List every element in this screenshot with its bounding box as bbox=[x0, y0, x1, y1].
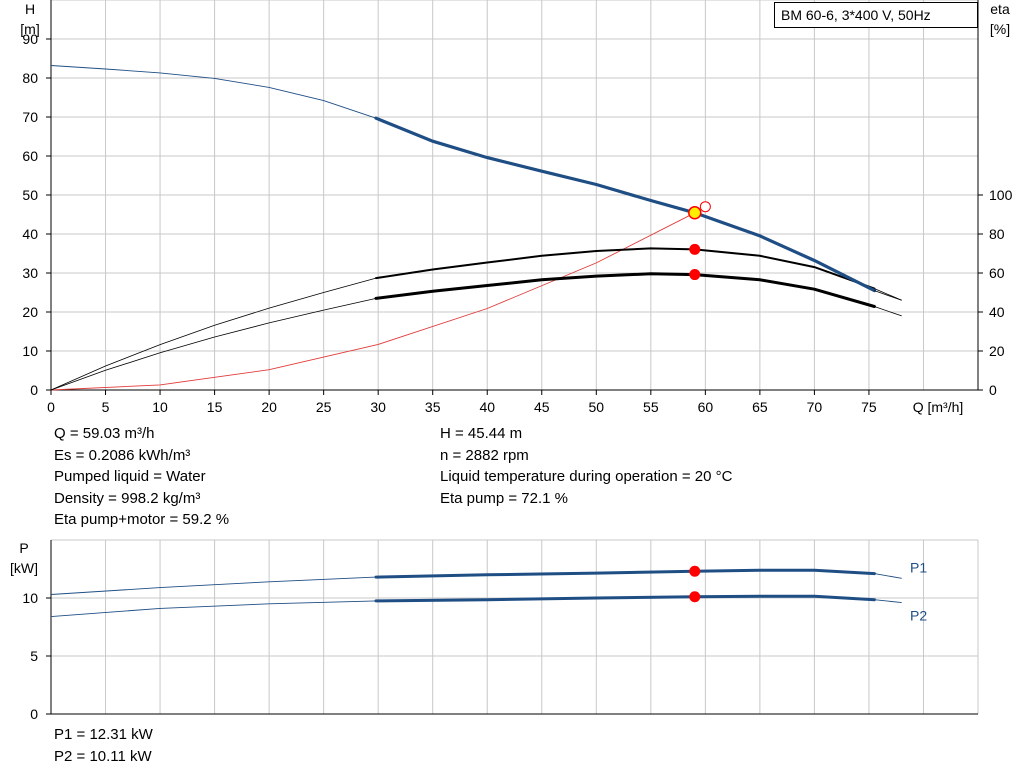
y-tick-label: 80 bbox=[22, 70, 38, 86]
x-tick-label: 15 bbox=[207, 399, 223, 415]
p2-series-label: P2 bbox=[910, 608, 927, 624]
y-tick-label: 50 bbox=[22, 187, 38, 203]
x-tick-label: 45 bbox=[534, 399, 550, 415]
y2-tick-label: 0 bbox=[989, 382, 997, 398]
x-tick-label: 10 bbox=[152, 399, 168, 415]
power-y-tick-label: 5 bbox=[30, 648, 38, 664]
chart-title-box: BM 60-6, 3*400 V, 50Hz bbox=[774, 2, 978, 28]
info-liquid: Pumped liquid = Water bbox=[54, 468, 206, 486]
chart-title: BM 60-6, 3*400 V, 50Hz bbox=[781, 7, 931, 23]
y-axis-label: H bbox=[25, 1, 35, 17]
y-tick-label: 60 bbox=[22, 148, 38, 164]
requested-point bbox=[699, 201, 711, 213]
y-tick-label: 70 bbox=[22, 109, 38, 125]
eta-pump-curve-operating bbox=[375, 247, 876, 290]
info-density: Density = 998.2 kg/m³ bbox=[54, 489, 201, 507]
y-tick-label: 90 bbox=[22, 31, 38, 47]
power-point-1 bbox=[689, 565, 701, 577]
power-point-2 bbox=[689, 591, 701, 603]
power-y-axis-unit: [kW] bbox=[10, 560, 38, 576]
power-grid: 0 5 10 P [kW] bbox=[10, 539, 979, 722]
head-curve-extension bbox=[874, 290, 902, 301]
x-tick-label: 30 bbox=[370, 399, 386, 415]
info-left: Q = 59.03 m³/h Es = 0.2086 kWh/m³ Pumped… bbox=[54, 423, 229, 531]
x-tick-label: 75 bbox=[861, 399, 877, 415]
x-tick-label: 20 bbox=[261, 399, 277, 415]
performance-grid: 0 5 10 15 20 25 30 35 40 45 50 55 60 65 70 75 Q [m³/h] 0 1… bbox=[20, 0, 1013, 415]
duty-point bbox=[688, 206, 702, 220]
y-tick-label: 10 bbox=[22, 343, 38, 359]
x-tick-label: 55 bbox=[643, 399, 659, 415]
x-tick-label: 25 bbox=[316, 399, 332, 415]
x-tick-label: 0 bbox=[47, 399, 55, 415]
y-tick-label: 40 bbox=[22, 226, 38, 242]
info-speed: n = 2882 rpm bbox=[440, 446, 529, 464]
power-y-axis-label: P bbox=[19, 540, 28, 556]
x-tick-label: 35 bbox=[425, 399, 441, 415]
x-tick-label: 5 bbox=[102, 399, 110, 415]
eta-pump-curve-full bbox=[50, 247, 902, 391]
x-tick-label: 40 bbox=[479, 399, 495, 415]
y2-tick-label: 20 bbox=[989, 343, 1005, 359]
info-temperature: Liquid temperature during operation = 20… bbox=[440, 468, 733, 486]
y2-axis-unit: [%] bbox=[990, 21, 1010, 37]
info-p1: P1 = 12.31 kW bbox=[54, 726, 153, 743]
y-axis-unit: [m] bbox=[20, 21, 39, 37]
head-curve-operating bbox=[374, 116, 876, 293]
eta-total-curve-full bbox=[50, 273, 902, 391]
p2-curve-operating bbox=[374, 594, 876, 603]
y2-tick-label: 100 bbox=[989, 187, 1013, 203]
info-head: H = 45.44 m bbox=[440, 425, 523, 442]
y2-tick-label: 80 bbox=[989, 226, 1005, 242]
x-tick-label: 50 bbox=[589, 399, 605, 415]
y-tick-label: 20 bbox=[22, 304, 38, 320]
info-eta-pump: Eta pump = 72.1 % bbox=[440, 489, 568, 507]
info-energy: Es = 0.2086 kWh/m³ bbox=[54, 446, 191, 464]
y-tick-label: 0 bbox=[30, 382, 38, 398]
y2-axis-label: eta bbox=[990, 1, 1010, 17]
y2-tick-label: 60 bbox=[989, 265, 1005, 281]
eta-total-curve-operating bbox=[374, 272, 876, 308]
y2-tick-label: 40 bbox=[989, 304, 1005, 320]
head-curve-full bbox=[50, 65, 875, 292]
info-right: H = 45.44 m n = 2882 rpm Liquid temperat… bbox=[440, 423, 732, 509]
x-tick-label: 65 bbox=[752, 399, 768, 415]
x-axis-label: Q [m³/h] bbox=[913, 399, 964, 415]
eta-total-point bbox=[689, 269, 701, 281]
info-flow: Q = 59.03 m³/h bbox=[54, 425, 155, 442]
y-tick-label: 30 bbox=[22, 265, 38, 281]
info-p2: P2 = 10.11 kW bbox=[54, 747, 152, 765]
eta-pump-point bbox=[689, 243, 701, 255]
x-tick-label: 60 bbox=[698, 399, 714, 415]
system-curve bbox=[50, 212, 696, 391]
info-eta-total: Eta pump+motor = 59.2 % bbox=[54, 511, 230, 529]
p1-series-label: P1 bbox=[910, 559, 927, 575]
chart-marks: P1 P2 bbox=[50, 65, 927, 624]
x-tick-label: 70 bbox=[807, 399, 823, 415]
power-y-tick-label: 0 bbox=[30, 706, 38, 722]
info-power: P1 = 12.31 kW P2 = 10.11 kW bbox=[54, 724, 153, 767]
p1-curve-operating bbox=[374, 568, 876, 579]
power-y-tick-label: 10 bbox=[22, 590, 38, 606]
